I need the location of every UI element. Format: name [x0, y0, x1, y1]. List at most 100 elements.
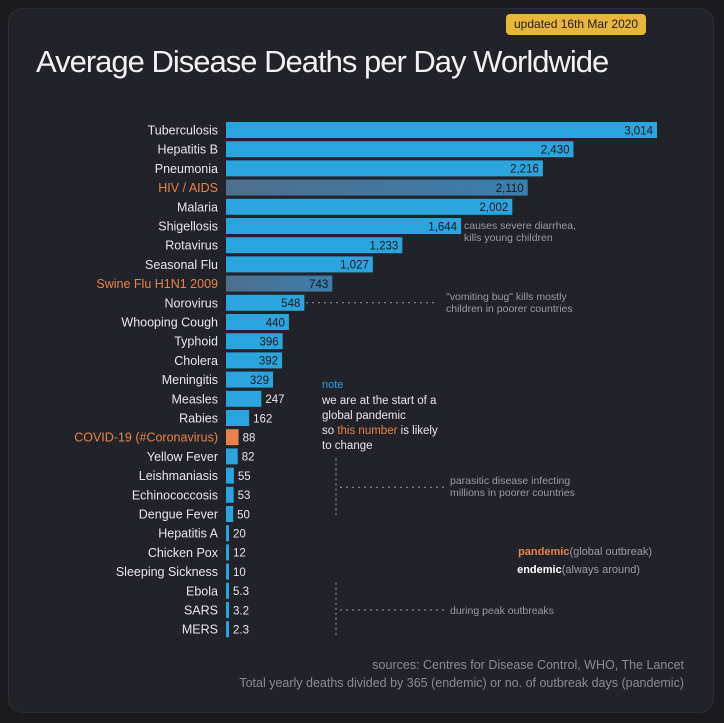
bar-measles [226, 390, 262, 407]
value-label-rabies: 162 [253, 413, 272, 425]
bar-shigellosis [226, 218, 462, 234]
value-label-rotavirus: 1,233 [370, 241, 399, 253]
note-title: note [322, 379, 343, 391]
bar-sars [226, 602, 229, 618]
category-label-whooping-cough: Whooping Cough [121, 316, 218, 330]
category-label-hepatitis-b: Hepatitis B [158, 143, 218, 157]
category-label-norovirus: Norovirus [165, 296, 219, 310]
value-label-hiv-aids: 2,110 [496, 183, 524, 195]
category-label-seasonal-flu: Seasonal Flu [145, 258, 218, 272]
bar-dengue-fever [226, 506, 234, 522]
category-label-sars: SARS [184, 604, 218, 618]
value-label-cholera: 392 [259, 356, 278, 368]
bar-hepatitis-b [226, 141, 574, 158]
value-label-yellow-fever: 82 [242, 452, 255, 464]
category-label-sleeping-sickness: Sleeping Sickness [116, 565, 218, 579]
annotation-shigellosis-0: causes severe diarrhea, [464, 220, 576, 232]
category-label-chicken-pox: Chicken Pox [148, 546, 219, 560]
annotation-shigellosis-1: kills young children [464, 232, 553, 244]
bar-norovirus [226, 294, 305, 311]
value-label-hepatitis-a: 20 [233, 529, 246, 541]
bar-echinococcosis [226, 486, 234, 503]
note-line-4: to change [322, 440, 373, 452]
value-label-mers: 2.3 [233, 625, 249, 637]
footer: sources: Centres for Disease Control, WH… [239, 656, 684, 692]
bar-seasonal-flu [226, 256, 373, 273]
annotation-norovirus-0: "vomiting bug" kills mostly [446, 291, 567, 303]
value-label-norovirus: 548 [281, 298, 300, 310]
category-label-shigellosis: Shigellosis [158, 220, 218, 234]
category-label-typhoid: Typhoid [174, 335, 218, 349]
bar-covid-19-coronavirus [226, 429, 239, 446]
category-label-malaria: Malaria [177, 200, 218, 214]
legend-endemic: endemic(always around) [517, 564, 640, 576]
annotation-parasitic-0: parasitic disease infecting [450, 475, 570, 487]
category-label-meningitis: Meningitis [162, 373, 218, 387]
category-label-hiv-aids: HIV / AIDS [158, 181, 218, 195]
bar-whooping-cough [226, 314, 289, 330]
value-label-dengue-fever: 50 [237, 509, 250, 521]
bar-swine-flu-h1n1-2009 [226, 275, 333, 292]
note-line-2: global pandemic [322, 410, 406, 422]
value-label-typhoid: 396 [259, 337, 278, 349]
category-label-rabies: Rabies [179, 412, 218, 426]
bar-typhoid [226, 333, 283, 350]
value-label-shigellosis: 1,644 [428, 221, 457, 233]
category-label-dengue-fever: Dengue Fever [139, 508, 218, 522]
value-label-covid-19-coronavirus: 88 [243, 433, 256, 445]
value-label-sars: 3.2 [233, 605, 249, 617]
bar-chicken-pox [226, 544, 229, 561]
bar-meningitis [226, 371, 274, 388]
value-label-sleeping-sickness: 10 [233, 567, 246, 579]
bar-pneumonia [226, 160, 543, 177]
chart-title: Average Disease Deaths per Day Worldwide [36, 44, 609, 79]
category-label-echinococcosis: Echinococcosis [132, 488, 218, 502]
bar-hepatitis-a [226, 525, 229, 542]
value-label-seasonal-flu: 1,027 [340, 260, 369, 272]
value-label-chicken-pox: 12 [233, 548, 246, 560]
legend-endemic-term: endemic [517, 564, 562, 576]
method-text: Total yearly deaths divided by 365 (ende… [239, 676, 684, 690]
bar-rabies [226, 410, 250, 426]
value-label-meningitis: 329 [250, 375, 269, 387]
note-line-3: so this number is likely [322, 425, 438, 437]
category-label-pneumonia: Pneumonia [155, 162, 218, 176]
legend-pandemic-term: pandemic [518, 546, 569, 558]
value-label-leishmaniasis: 55 [238, 471, 251, 483]
value-label-malaria: 2,002 [480, 202, 509, 214]
category-label-measles: Measles [171, 392, 218, 406]
annotation-parasitic-1: millions in poorer countries [450, 487, 575, 499]
bar-tuberculosis [226, 122, 657, 138]
bar-ebola [226, 582, 229, 599]
bar-yellow-fever [226, 448, 238, 465]
legend-endemic-desc: (always around) [562, 564, 640, 576]
note-line-1: we are at the start of a [321, 395, 437, 407]
value-label-tuberculosis: 3,014 [624, 125, 653, 137]
legend-pandemic: pandemic(global outbreak) [518, 546, 652, 558]
bar-cholera [226, 352, 283, 369]
category-label-ebola: Ebola [186, 584, 218, 598]
category-label-mers: MERS [182, 623, 218, 637]
note-span-0: so [322, 425, 337, 437]
note-span-1: this number [337, 425, 397, 437]
category-label-covid-19-coronavirus: COVID-19 (#Coronavirus) [74, 431, 218, 445]
bar-rotavirus [226, 237, 403, 254]
bar-leishmaniasis [226, 467, 234, 484]
updated-badge: updated 16th Mar 2020 [506, 14, 647, 35]
value-label-swine-flu-h1n1-2009: 743 [309, 279, 328, 291]
sources-text: sources: Centres for Disease Control, WH… [372, 658, 684, 672]
legend-pandemic-desc: (global outbreak) [569, 546, 652, 558]
note-span-2: is likely [397, 425, 438, 437]
category-label-cholera: Cholera [174, 354, 218, 368]
category-label-leishmaniasis: Leishmaniasis [139, 469, 218, 483]
bar-hiv-aids [226, 179, 528, 196]
value-label-whooping-cough: 440 [266, 317, 285, 329]
value-label-ebola: 5.3 [233, 586, 249, 598]
value-label-pneumonia: 2,216 [510, 164, 539, 176]
value-label-hepatitis-b: 2,430 [541, 145, 570, 157]
value-label-measles: 247 [265, 394, 284, 406]
annotation-norovirus-1: children in poorer countries [446, 303, 573, 315]
bar-mers [226, 621, 229, 638]
category-label-yellow-fever: Yellow Fever [147, 450, 218, 464]
